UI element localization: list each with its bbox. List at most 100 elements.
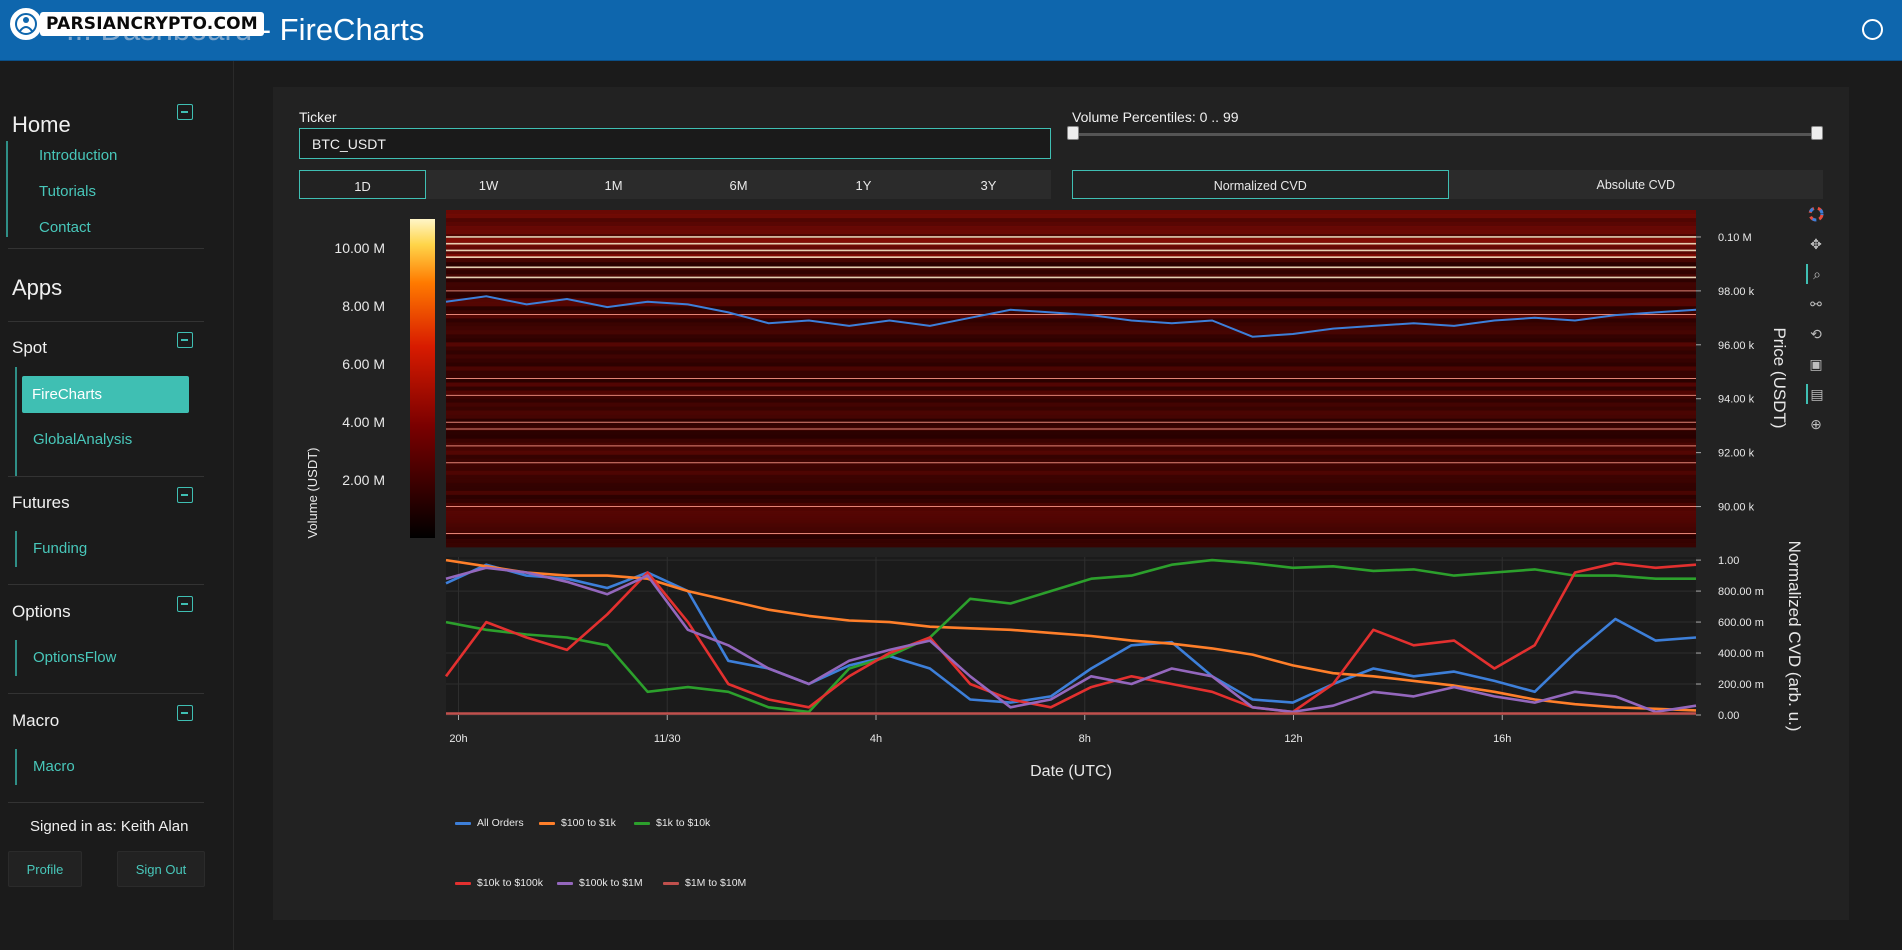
cvd-tick-label: 800.00 m bbox=[1718, 586, 1764, 598]
ticker-input[interactable]: BTC_USDT bbox=[299, 128, 1051, 159]
heatmap-row bbox=[446, 366, 1696, 371]
heatmap-row bbox=[446, 290, 1696, 295]
legend-item[interactable]: $100 to $1k bbox=[539, 817, 616, 829]
range-3y-button[interactable]: 3Y bbox=[980, 178, 997, 193]
normalized-cvd-button[interactable]: Normalized CVD bbox=[1072, 170, 1449, 199]
legend-swatch bbox=[539, 821, 555, 825]
signed-in-label: Signed in as: Keith Alan bbox=[30, 818, 189, 835]
divider bbox=[8, 476, 204, 477]
slider-handle-max[interactable] bbox=[1811, 126, 1823, 140]
legend-item[interactable]: $1M to $10M bbox=[663, 877, 746, 889]
heatmap-row bbox=[446, 330, 1696, 335]
heatmap-row bbox=[446, 434, 1696, 440]
cvd-x-tick-label: 8h bbox=[1079, 733, 1091, 745]
logo: PARSIANCRYPTO.COM bbox=[8, 6, 264, 42]
heatmap-row bbox=[446, 282, 1696, 287]
logo-text: PARSIANCRYPTO.COM bbox=[40, 12, 264, 36]
colorbar-tick-label: 4.00 M bbox=[342, 414, 385, 430]
cvd-tick-label: 600.00 m bbox=[1718, 617, 1764, 629]
price-tick-label: 94.00 k bbox=[1718, 394, 1755, 406]
sidebar-item-tutorials[interactable]: Tutorials bbox=[39, 183, 96, 200]
cvd-x-tick-label: 16h bbox=[1493, 733, 1511, 745]
cvd-x-tick-label: 12h bbox=[1284, 733, 1302, 745]
heatmap-row bbox=[446, 362, 1696, 367]
range-1m-button[interactable]: 1M bbox=[604, 178, 623, 193]
reset-icon[interactable]: ⟲ bbox=[1810, 325, 1822, 342]
heatmap-row bbox=[446, 410, 1696, 416]
heatmap-row bbox=[446, 418, 1696, 424]
heatmap-row bbox=[446, 414, 1696, 420]
heatmap-row bbox=[446, 506, 1696, 512]
heatmap-row bbox=[446, 526, 1696, 532]
heatmap-row bbox=[446, 454, 1696, 460]
range-1w-button[interactable]: 1W bbox=[478, 178, 499, 193]
divider bbox=[8, 584, 204, 585]
collapse-macro-icon[interactable] bbox=[177, 705, 193, 721]
collapse-spot-icon[interactable] bbox=[177, 332, 193, 348]
legend-item[interactable]: $100k to $1M bbox=[557, 877, 643, 889]
sidebar-item-introduction[interactable]: Introduction bbox=[39, 147, 118, 164]
chart-modebar: ✥ ⌕ ⚯ ⟲ ▣ ▤ ⊕ bbox=[1806, 204, 1830, 444]
range-1y-button[interactable]: 1Y bbox=[855, 178, 872, 193]
heatmap-row bbox=[446, 466, 1696, 472]
pan-icon[interactable]: ✥ bbox=[1810, 235, 1822, 252]
legend-swatch bbox=[557, 881, 573, 885]
nav-rail bbox=[15, 367, 17, 477]
heatmap-row bbox=[446, 222, 1696, 227]
sidebar-item-funding[interactable]: Funding bbox=[33, 540, 88, 557]
heatmap-row bbox=[446, 474, 1696, 480]
sidebar-item-optionsflow[interactable]: OptionsFlow bbox=[33, 649, 117, 666]
sidebar-section-spot: Spot bbox=[12, 338, 47, 357]
range-1d-button[interactable]: 1D bbox=[299, 170, 426, 199]
heatmap-row bbox=[446, 238, 1696, 243]
zoom-icon[interactable]: ⌕ bbox=[1806, 264, 1826, 284]
heatmap-row bbox=[446, 358, 1696, 363]
heatmap-row bbox=[446, 210, 1696, 215]
legend-swatch bbox=[455, 881, 471, 885]
heatmap-row bbox=[446, 462, 1696, 468]
legend-item[interactable]: $1k to $10k bbox=[634, 817, 710, 829]
cvd-tick-label: 0.00 bbox=[1718, 710, 1739, 722]
slider-handle-min[interactable] bbox=[1067, 126, 1079, 140]
heatmap-row bbox=[446, 254, 1696, 259]
cvd-tick-label: 200.00 m bbox=[1718, 679, 1764, 691]
legend-label: $1M to $10M bbox=[685, 877, 747, 889]
heatmap-row bbox=[446, 230, 1696, 235]
sidebar-item-contact[interactable]: Contact bbox=[39, 219, 91, 236]
heatmap-row bbox=[446, 486, 1696, 492]
profile-button[interactable]: Profile bbox=[8, 851, 82, 887]
cvd-x-tick-label: 11/30 bbox=[654, 733, 681, 745]
collapse-options-icon[interactable] bbox=[177, 596, 193, 612]
colorbar-tick-label: 6.00 M bbox=[342, 356, 385, 372]
heatmap-row bbox=[446, 406, 1696, 411]
collapse-home-icon[interactable] bbox=[177, 104, 193, 120]
collapse-futures-icon[interactable] bbox=[177, 487, 193, 503]
heatmap-row bbox=[446, 214, 1696, 219]
divider bbox=[8, 321, 204, 322]
price-tick-label: 98.00 k bbox=[1718, 286, 1755, 298]
cvd-tick-label: 1.00 bbox=[1718, 555, 1739, 567]
legend-item[interactable]: $10k to $100k bbox=[455, 877, 543, 889]
sidebar-item-globalanalysis[interactable]: GlobalAnalysis bbox=[33, 431, 133, 448]
volume-percentiles-slider[interactable] bbox=[1072, 133, 1817, 136]
price-line bbox=[445, 295, 1697, 338]
account-circle-icon[interactable] bbox=[1862, 19, 1883, 40]
heatmap-row bbox=[446, 482, 1696, 488]
sidebar-item-macro[interactable]: Macro bbox=[33, 758, 75, 775]
cvd-axis-title: Normalized CVD (arb. u.) bbox=[1785, 541, 1804, 732]
heatmap-row bbox=[446, 370, 1696, 375]
heatmap-row bbox=[446, 218, 1696, 223]
legend-item[interactable]: All Orders bbox=[455, 817, 524, 829]
download-icon[interactable]: ▣ bbox=[1809, 355, 1823, 372]
hover-icon[interactable]: ▤ bbox=[1806, 384, 1826, 404]
sign-out-button[interactable]: Sign Out bbox=[117, 851, 205, 887]
plotly-logo-icon[interactable] bbox=[1806, 204, 1826, 224]
heatmap-row bbox=[446, 274, 1696, 279]
range-6m-button[interactable]: 6M bbox=[729, 178, 748, 193]
compare-icon[interactable]: ⚯ bbox=[1810, 295, 1822, 312]
crosshair-icon[interactable]: ⊕ bbox=[1810, 415, 1822, 432]
heatmap-row bbox=[446, 458, 1696, 464]
sidebar-item-firecharts[interactable]: FireCharts bbox=[22, 376, 189, 413]
absolute-cvd-button[interactable]: Absolute CVD bbox=[1596, 178, 1675, 192]
